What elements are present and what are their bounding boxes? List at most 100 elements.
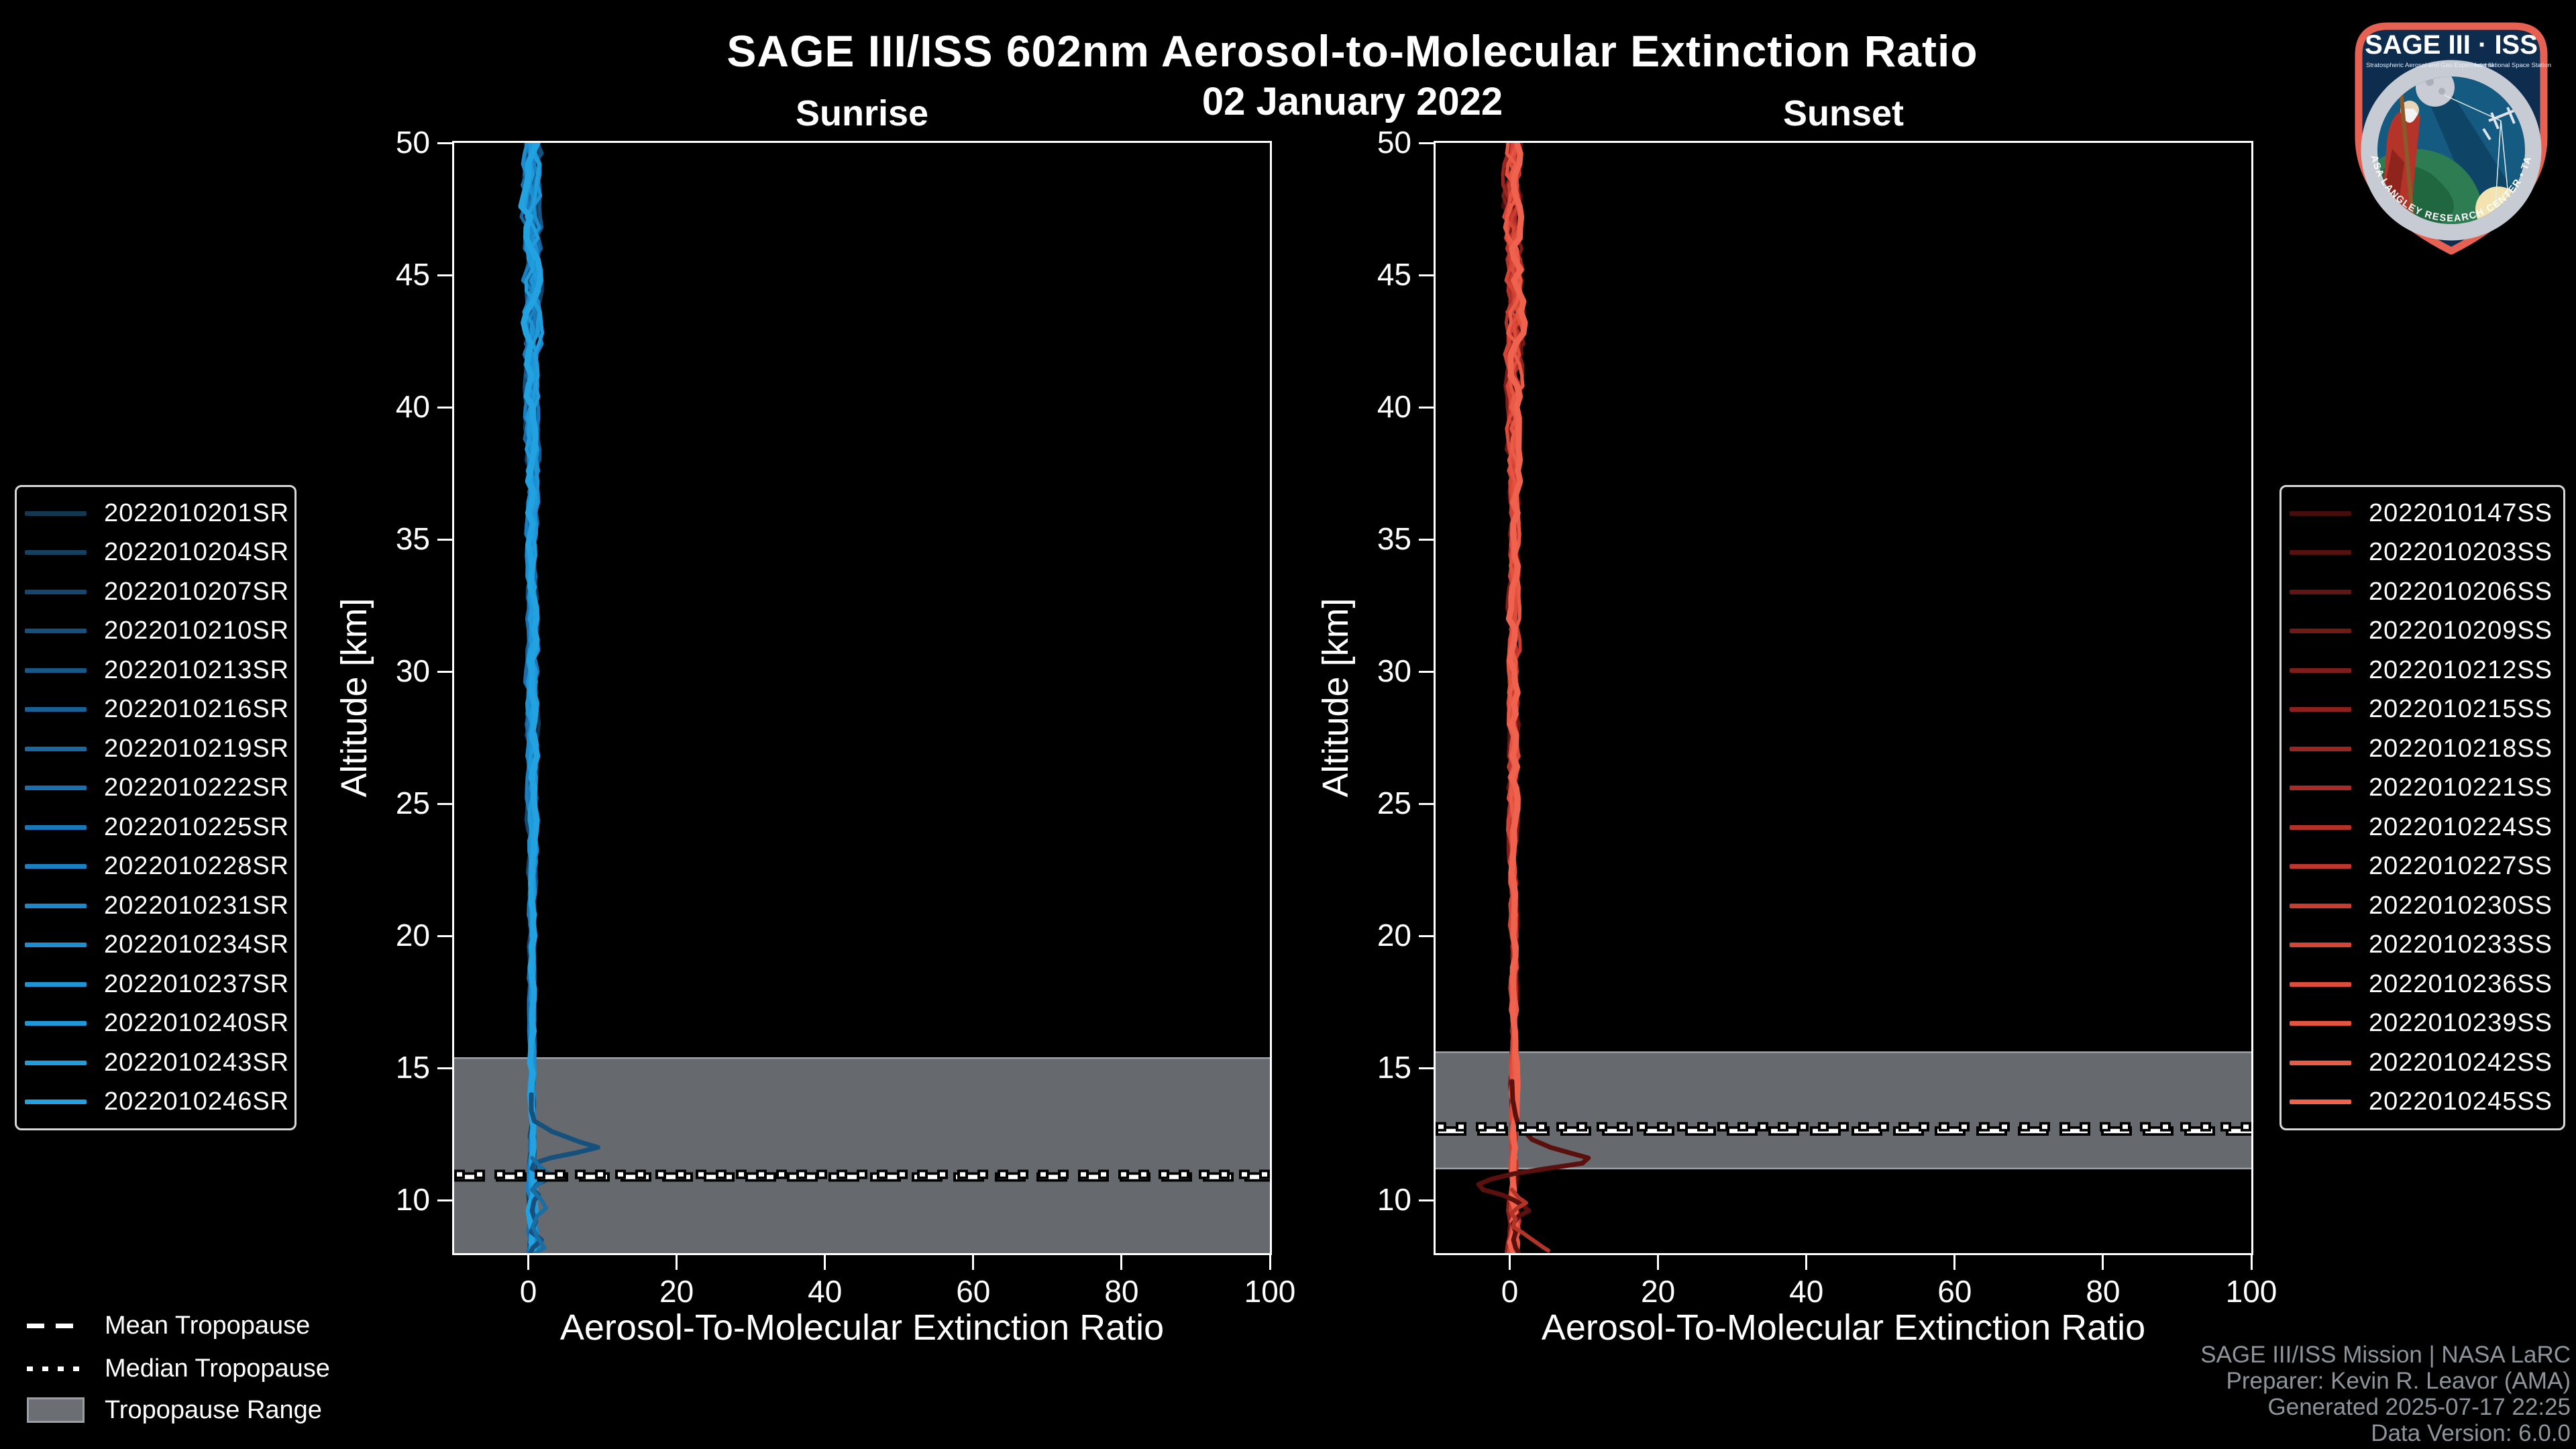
sunrise-legend-line-swatch (25, 667, 87, 673)
sunrise-legend-line-swatch (25, 511, 87, 516)
tropopause-legend: Mean Tropopause Median Tropopause Tropop… (27, 1309, 537, 1426)
iss-icon (2482, 107, 2516, 141)
sunrise-legend-entry-label: 2022010237SR (104, 969, 290, 998)
sunrise-x-tick-label: 0 (519, 1274, 537, 1309)
sunrise-legend-entry-label: 2022010246SR (104, 1087, 290, 1116)
sunset-legend-entry-label: 2022010147SS (2369, 498, 2553, 527)
credits-block: SAGE III/ISS Mission | NASA LaRC Prepare… (1967, 1342, 2571, 1446)
sunrise-legend-entry-label: 2022010225SR (104, 812, 290, 841)
sunset-legend-line-swatch (2290, 629, 2351, 634)
sunset-legend-row: 2022010147SS (2282, 499, 2563, 528)
sunset-legend-line-swatch (2290, 981, 2351, 987)
sunset-legend-line-swatch (2290, 707, 2351, 712)
sunset-y-tick-label: 40 (1377, 389, 1411, 425)
figure-title: SAGE III/ISS 602nm Aerosol-to-Molecular … (727, 26, 1978, 76)
sunset-legend-entry-label: 2022010212SS (2369, 655, 2553, 684)
sunset-legend-line-swatch (2290, 943, 2351, 948)
sunrise-legend-row: 2022010231SR (17, 892, 294, 920)
sunrise-chart-svg (454, 143, 1270, 1253)
sunset-legend-line-swatch (2290, 824, 2351, 830)
sunrise-legend-line-swatch (25, 1099, 87, 1105)
sunset-legend-entry-label: 2022010242SS (2369, 1048, 2553, 1077)
sunrise-legend-line-swatch (25, 629, 87, 634)
sunset-legend-entry-label: 2022010230SS (2369, 891, 2553, 920)
sunset-x-tick-label: 100 (2225, 1274, 2277, 1309)
sunrise-legend-entry-label: 2022010207SR (104, 577, 290, 606)
sunset-legend-line-swatch (2290, 1021, 2351, 1026)
sunset-x-tick (2250, 1255, 2253, 1270)
sunset-legend-row: 2022010203SS (2282, 538, 2563, 567)
patch-ring (2361, 60, 2542, 241)
sunset-y-tick-label: 45 (1377, 257, 1411, 292)
sunrise-profile-line (518, 143, 543, 1253)
sunset-legend-entry-label: 2022010245SS (2369, 1087, 2553, 1116)
sunset-xaxis-label: Aerosol-To-Molecular Extinction Ratio (1541, 1307, 2146, 1348)
sunset-panel-title: Sunset (1782, 93, 1904, 133)
sunset-x-tick (2102, 1255, 2104, 1270)
sunrise-y-tick-label: 15 (395, 1050, 430, 1085)
sunset-legend-row: 2022010221SS (2282, 773, 2563, 802)
sunset-legend-entry-label: 2022010239SS (2369, 1009, 2553, 1038)
sunset-legend-row: 2022010233SS (2282, 930, 2563, 959)
sunset-y-tick (1419, 142, 1434, 144)
sunrise-legend-entry-label: 2022010234SR (104, 930, 290, 959)
sunset-legend-row: 2022010239SS (2282, 1009, 2563, 1038)
sunset-legend-entry-label: 2022010218SS (2369, 734, 2553, 763)
sunset-y-tick (1419, 538, 1434, 541)
sunset-legend-line-swatch (2290, 1060, 2351, 1065)
credit-line-preparer: Preparer: Kevin R. Leavor (AMA) (2226, 1368, 2571, 1394)
sunset-legend-entry-label: 2022010206SS (2369, 577, 2553, 606)
sunrise-legend-entry-label: 2022010204SR (104, 538, 290, 567)
sunrise-events-legend: 2022010201SR 2022010204SR 2022010207SR 2022… (15, 485, 297, 1130)
sunrise-x-tick (1120, 1255, 1123, 1270)
sunrise-legend-entry-label: 2022010201SR (104, 498, 290, 527)
sunrise-legend-row: 2022010207SR (17, 578, 294, 606)
sunset-chart-svg (1436, 143, 2251, 1253)
sunrise-y-tick (437, 274, 452, 276)
sunrise-x-tick-label: 40 (808, 1274, 843, 1309)
sunrise-legend-row: 2022010213SR (17, 656, 294, 685)
sunrise-x-tick-label: 60 (956, 1274, 991, 1309)
sunrise-x-tick (527, 1255, 530, 1270)
sunset-legend-row: 2022010242SS (2282, 1049, 2563, 1077)
sunset-y-tick-label: 25 (1377, 786, 1411, 821)
sunset-legend-entry-label: 2022010224SS (2369, 812, 2553, 841)
sunset-legend-entry-label: 2022010209SS (2369, 616, 2553, 645)
sunrise-legend-row: 2022010243SR (17, 1049, 294, 1077)
sunrise-legend-entry-label: 2022010228SR (104, 852, 290, 881)
sunrise-legend-line-swatch (25, 1021, 87, 1026)
tropopause-range-legend-row: Tropopause Range (27, 1394, 537, 1426)
mission-patch-logo: SAGE III · ISS Stratospheric Aerosol and… (2340, 8, 2551, 255)
sunset-legend-row: 2022010218SS (2282, 735, 2563, 763)
sunrise-legend-row: 2022010246SR (17, 1087, 294, 1116)
sunset-legend-entry-label: 2022010227SS (2369, 852, 2553, 881)
sunset-y-tick (1419, 934, 1434, 937)
sunset-x-tick (1953, 1255, 1956, 1270)
sunset-legend-entry-label: 2022010215SS (2369, 695, 2553, 724)
sunset-y-tick-label: 30 (1377, 653, 1411, 689)
sunset-y-tick (1419, 802, 1434, 805)
sunrise-y-tick-label: 25 (395, 786, 430, 821)
sunset-secondary-wiggle-line (1509, 1187, 1550, 1253)
sunrise-x-tick-label: 80 (1104, 1274, 1139, 1309)
sunset-x-tick (1509, 1255, 1511, 1270)
sunrise-legend-row: 2022010201SR (17, 499, 294, 528)
sunrise-x-tick-label: 20 (659, 1274, 694, 1309)
sunrise-panel-title: Sunrise (795, 93, 929, 133)
sunset-legend-row: 2022010227SS (2282, 852, 2563, 881)
sunset-x-tick-label: 60 (1937, 1274, 1972, 1309)
sunset-y-tick (1419, 1199, 1434, 1201)
sunset-legend-row: 2022010224SS (2282, 813, 2563, 842)
sunset-legend-line-swatch (2290, 746, 2351, 751)
sunset-legend-line-swatch (2290, 786, 2351, 791)
sunrise-legend-row: 2022010216SR (17, 695, 294, 724)
sunrise-legend-line-swatch (25, 786, 87, 791)
sunrise-legend-line-swatch (25, 903, 87, 908)
sunrise-y-tick (437, 406, 452, 409)
sunrise-legend-row: 2022010225SR (17, 813, 294, 842)
sunset-y-tick (1419, 406, 1434, 409)
sunrise-y-tick (437, 1199, 452, 1201)
sunrise-legend-line-swatch (25, 589, 87, 594)
sunrise-legend-line-swatch (25, 550, 87, 555)
sunrise-legend-entry-label: 2022010213SR (104, 655, 290, 684)
